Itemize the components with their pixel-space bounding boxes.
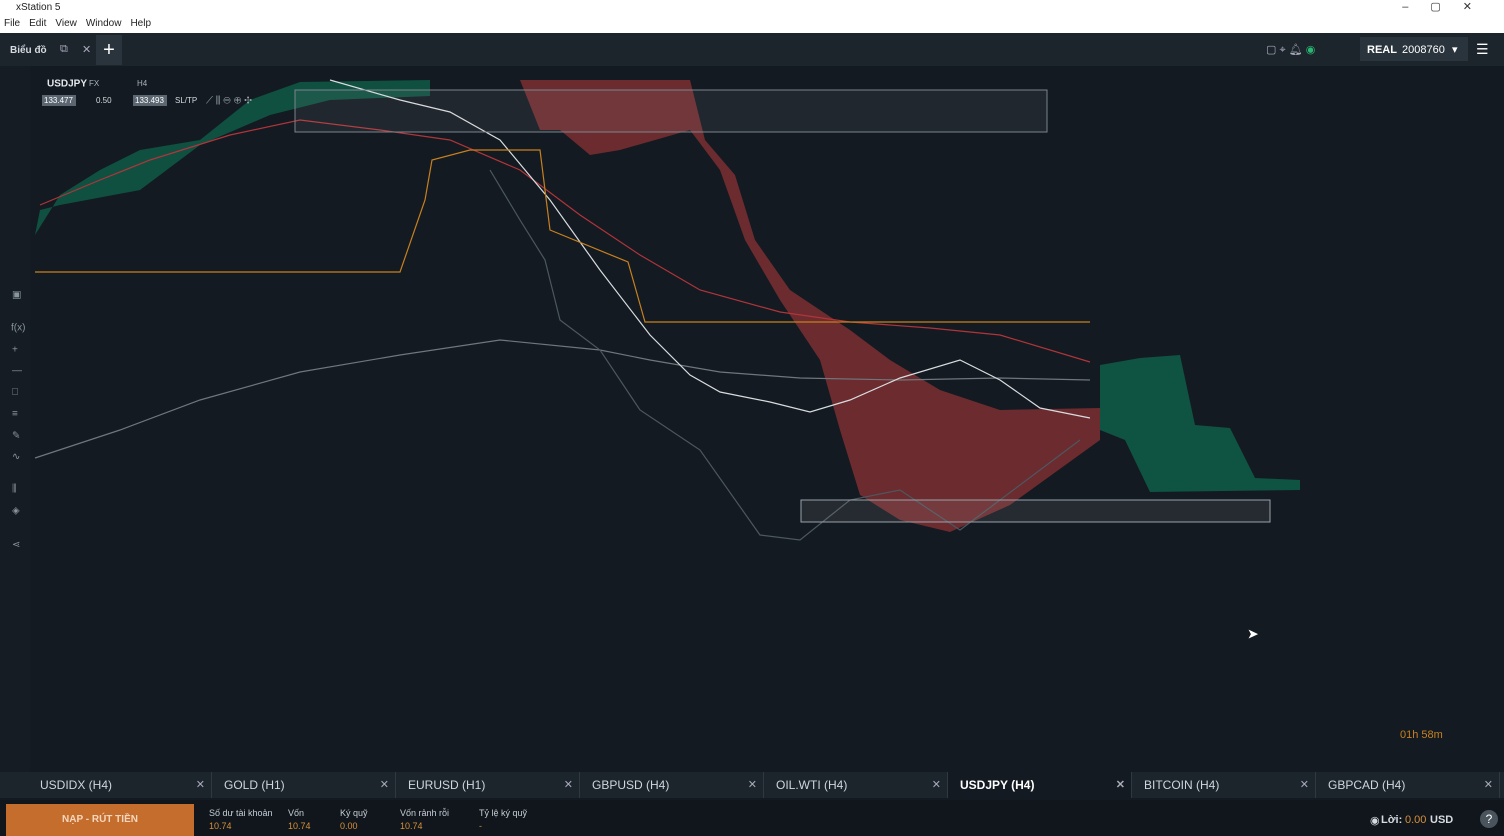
tab-close[interactable]: ✕	[1299, 779, 1309, 791]
profit-value: 0.00	[1405, 814, 1427, 826]
account-id[interactable]: 2008760	[1402, 44, 1445, 56]
popout-icon[interactable]: ⧉	[60, 43, 68, 55]
chart-tab[interactable]: GBPUSD (H4) ✕	[580, 772, 764, 798]
svg-text:□: □	[12, 387, 18, 398]
kijun-line	[35, 149, 1090, 323]
menu-item[interactable]: Window	[85, 18, 122, 29]
field-label: Tỷ lệ ký quỹ	[479, 808, 528, 818]
svg-text:⋖: ⋖	[12, 540, 20, 551]
chart-tab[interactable]: GOLD (H1) ✕	[212, 772, 396, 798]
account-field: Vốn rảnh rỗi 10.74	[400, 808, 449, 831]
ichimoku-cloud-green	[35, 80, 430, 235]
tab-label[interactable]: OIL.WTI (H4)	[776, 778, 848, 792]
svg-text:✎: ✎	[12, 431, 20, 442]
main-menu[interactable]: ☰	[1476, 41, 1489, 57]
view-tab[interactable]: Biểu đồ	[10, 45, 47, 56]
zone-box	[800, 499, 1271, 523]
window-title: xStation 5	[16, 2, 61, 13]
toolbar-icons[interactable]: ▢ ⌖ 🔔︎ ◉	[1266, 44, 1316, 56]
svg-text:⫼: ⫼	[12, 484, 17, 495]
field-value: 0.00	[340, 821, 358, 831]
bid-price[interactable]: 133.477	[44, 96, 73, 105]
svg-text:▣: ▣	[12, 290, 21, 301]
menu-item[interactable]: Edit	[29, 18, 47, 29]
chikou-line	[489, 169, 1081, 541]
deposit-button[interactable]: NẠP - RÚT TIỀN	[6, 804, 194, 836]
zone-box	[294, 89, 1048, 133]
svg-text:∿: ∿	[12, 452, 20, 463]
chart-tools[interactable]: ⟋ ⫼ ⊖ ⊕ ✣	[206, 96, 252, 107]
chart-tab[interactable]: USDIDX (H4) ✕	[28, 772, 212, 798]
svg-text:◈: ◈	[12, 506, 20, 517]
menu-item[interactable]: View	[55, 18, 77, 29]
account-field: Số dư tài khoản 10.74	[209, 808, 273, 831]
tab-label[interactable]: GBPUSD (H4)	[592, 778, 670, 792]
menu-item[interactable]: Help	[130, 18, 152, 29]
tab-label[interactable]: GBPCAD (H4)	[1328, 778, 1406, 792]
svg-text:f(x): f(x)	[11, 323, 25, 334]
field-label: Vốn rảnh rỗi	[400, 808, 450, 818]
chart-tab[interactable]: EURUSD (H1) ✕	[396, 772, 580, 798]
field-label: Vốn	[288, 808, 305, 818]
menu-bar: File Edit View Window Help	[0, 16, 1504, 33]
field-label: Số dư tài khoản	[209, 808, 273, 818]
svg-text:≡: ≡	[12, 409, 18, 420]
smma-line	[39, 119, 1091, 363]
profit-label: Lời:	[1381, 814, 1403, 826]
volume[interactable]: 0.50	[96, 96, 112, 105]
ichimoku-cloud-future	[1100, 355, 1300, 492]
interval[interactable]: H4	[137, 79, 148, 88]
svg-text:—: —	[12, 366, 22, 377]
tab-close[interactable]: ✕	[931, 779, 941, 791]
field-value: 10.74	[209, 821, 232, 831]
chart-tabs: USDIDX (H4) ✕ GOLD (H1) ✕ EURUSD (H1) ✕ GBPUSD…	[0, 772, 1504, 798]
top-toolbar: Biểu đồ ⧉ ✕ + ▢ ⌖ 🔔︎ ◉ REAL 2008760 ▾ ☰	[0, 33, 1504, 66]
field-value: -	[479, 821, 482, 831]
ask-price[interactable]: 133.493	[135, 96, 164, 105]
tab-label[interactable]: GOLD (H1)	[224, 778, 285, 792]
close-icon[interactable]: ✕	[82, 44, 92, 56]
market[interactable]: FX	[89, 79, 100, 88]
chart-tab[interactable]: BITCOIN (H4) ✕	[1132, 772, 1316, 798]
tab-close[interactable]: ✕	[1115, 779, 1125, 791]
account-field: Vốn 10.74	[288, 808, 311, 831]
tab-label[interactable]: BITCOIN (H4)	[1144, 778, 1220, 792]
chart-tab[interactable]: OIL.WTI (H4) ✕	[764, 772, 948, 798]
title-bar: xStation 5	[0, 0, 1504, 16]
chart-tab[interactable]: GBPCAD (H4) ✕	[1316, 772, 1500, 798]
field-value: 10.74	[400, 821, 423, 831]
mouse-cursor: ➤	[1247, 626, 1259, 642]
account-panel: NẠP - RÚT TIỀN Số dư tài khoản 10.74 Vốn 10…	[0, 800, 1504, 836]
window-controls[interactable]: –▢✕	[1402, 1, 1494, 13]
chart-tab[interactable]: USDJPY (H4) ✕	[948, 772, 1132, 798]
tab-close[interactable]: ✕	[563, 779, 573, 791]
tab-label[interactable]: USDJPY (H4)	[960, 778, 1035, 792]
account-type[interactable]: REAL	[1367, 44, 1397, 56]
field-label: Ký quỹ	[340, 808, 368, 818]
menu-item[interactable]: File	[4, 18, 21, 29]
ichimoku-cloud-red	[520, 80, 1100, 532]
profit-currency: USD	[1430, 814, 1454, 826]
price-chart: ▣ f(x) + — □ ≡ ✎ ∿ ⫼ ◈ ⋖ USDJPY FX H4 133.477 0.50…	[0, 66, 1504, 772]
account-field: Tỷ lệ ký quỹ -	[479, 808, 527, 831]
tab-close[interactable]: ✕	[379, 779, 389, 791]
tab-close[interactable]: ✕	[195, 779, 205, 791]
symbol[interactable]: USDJPY	[47, 79, 87, 90]
tab-label[interactable]: EURUSD (H1)	[408, 778, 486, 792]
field-value: 10.74	[288, 821, 311, 831]
tab-close[interactable]: ✕	[747, 779, 757, 791]
smma-line	[329, 79, 1091, 419]
account-dropdown[interactable]: ▾	[1452, 44, 1458, 56]
svg-text:+: +	[12, 345, 18, 356]
candle-countdown: 01h 58m	[1400, 729, 1443, 741]
drawing-tools[interactable]: ▣ f(x) + — □ ≡ ✎ ∿ ⫼ ◈ ⋖	[11, 290, 25, 551]
tab-close[interactable]: ✕	[1483, 779, 1493, 791]
tab-label[interactable]: USDIDX (H4)	[40, 778, 113, 792]
profit-icon: ◉	[1370, 815, 1380, 827]
help-button[interactable]: ?	[1480, 810, 1498, 828]
add-chart[interactable]: +	[96, 35, 122, 65]
sltp-button[interactable]: SL/TP	[175, 96, 197, 105]
account-field: Ký quỹ 0.00	[340, 808, 368, 831]
